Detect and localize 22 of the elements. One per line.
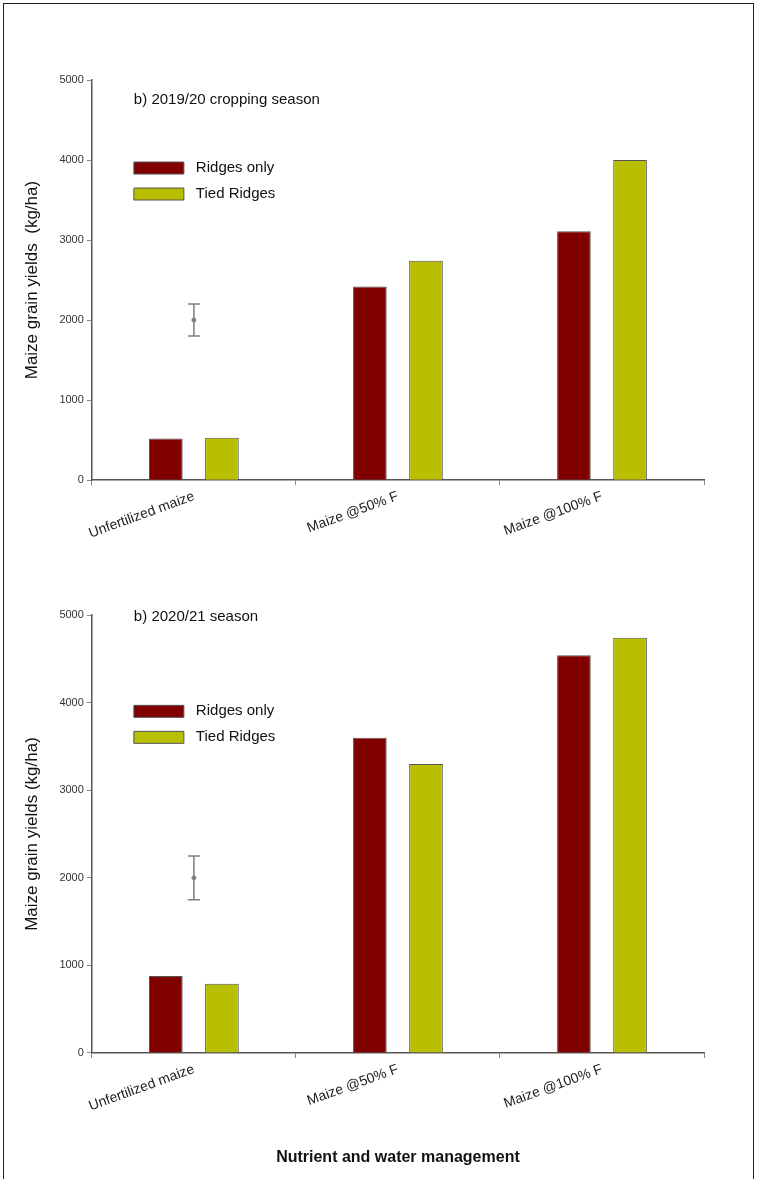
legend-label: Tied Ridges <box>195 184 276 202</box>
x-axis-title: Nutrient and water management <box>276 1147 521 1165</box>
text: b) 2019/20 cropping season <box>133 90 320 108</box>
y-axis-title: Maize grain yields (kg/ha) <box>21 180 41 380</box>
chart-title: b) 2020/21 season <box>133 607 259 625</box>
y-tick-label: 4000 <box>59 153 84 166</box>
x-tick-label: Maize @50% F <box>304 487 401 536</box>
y-tick-label: 5000 <box>59 608 84 621</box>
y-tick-label: 5000 <box>59 73 84 86</box>
y-tick-label: 0 <box>77 473 84 486</box>
y-tick-label: 2000 <box>59 313 84 326</box>
legend-label: Ridges only <box>195 701 275 719</box>
y-tick-label: 1000 <box>59 958 84 971</box>
legend-label: Ridges only <box>195 158 275 176</box>
y-tick-label: 3000 <box>59 233 84 246</box>
y-tick-label: 0 <box>77 1045 84 1058</box>
y-tick-label: 3000 <box>59 783 84 796</box>
y-tick-label: 4000 <box>59 695 84 708</box>
y-tick-label: 2000 <box>59 870 84 883</box>
y-tick-label: 1000 <box>59 393 84 406</box>
y-axis-title: Maize grain yields (kg/ha) <box>21 737 41 931</box>
legend-label: Tied Ridges <box>195 727 276 745</box>
